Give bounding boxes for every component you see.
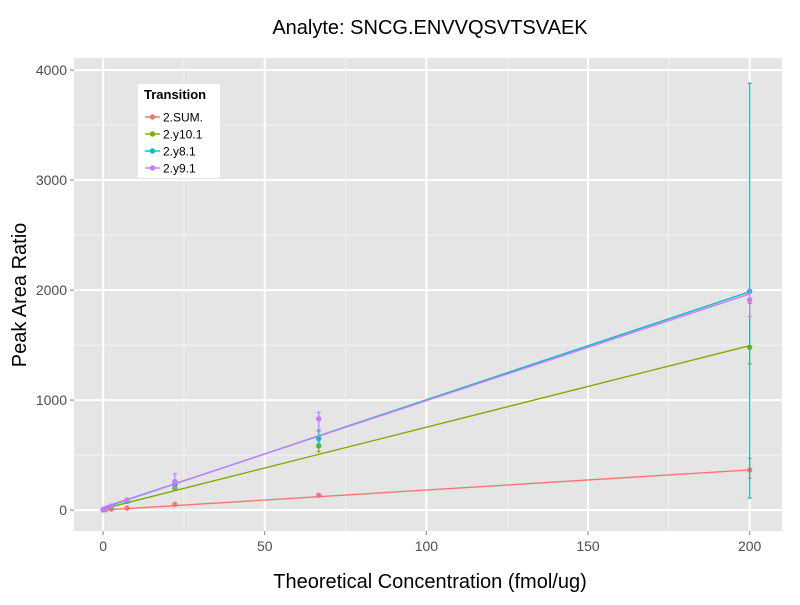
legend-label: 2.y10.1 xyxy=(163,128,203,142)
data-point xyxy=(108,503,114,509)
x-tick-label: 200 xyxy=(738,538,762,554)
legend-item: 2.y9.1 xyxy=(145,162,196,176)
data-point xyxy=(124,505,130,511)
series-layer xyxy=(100,82,753,513)
legend-item: 2.y8.1 xyxy=(145,145,196,159)
series-fit-line xyxy=(103,469,750,511)
x-tick-label: 50 xyxy=(257,538,273,554)
legend-key-point xyxy=(149,131,156,137)
data-point xyxy=(316,492,322,498)
chart-title: Analyte: SNCG.ENVVQSVTSVAEK xyxy=(272,17,588,39)
data-point xyxy=(746,297,753,303)
legend-key-point xyxy=(149,165,156,171)
legend-label: 2.SUM. xyxy=(163,111,203,125)
series-fit-line xyxy=(102,344,750,510)
legend-item: 2.y10.1 xyxy=(145,128,203,142)
data-point xyxy=(172,501,178,508)
legend-title: Transition xyxy=(144,87,206,102)
legend-key-point xyxy=(149,114,156,120)
x-tick-label: 100 xyxy=(415,538,439,554)
series-2-y9-1 xyxy=(100,289,753,513)
x-tick-label: 150 xyxy=(576,538,600,554)
data-point xyxy=(172,478,178,485)
y-tick-label: 1000 xyxy=(36,392,67,408)
x-axis-label: Theoretical Concentration (fmol/ug) xyxy=(273,571,586,593)
x-tick-label: 0 xyxy=(99,538,107,554)
data-point xyxy=(124,497,130,503)
legend-key-point xyxy=(149,148,156,154)
legend: Transition 2.SUM. 2.y10.1 2.y8.1 2.y9.1 xyxy=(138,84,220,178)
y-tick-label: 2000 xyxy=(36,282,67,298)
legend-item: 2.SUM. xyxy=(145,111,203,125)
legend-label: 2.y9.1 xyxy=(163,162,196,176)
y-tick-label: 4000 xyxy=(36,62,67,78)
y-tick-label: 3000 xyxy=(36,172,67,188)
legend-label: 2.y8.1 xyxy=(163,145,196,159)
series-fit-line xyxy=(102,293,750,509)
data-point xyxy=(316,416,322,422)
y-axis-label: Peak Area Ratio xyxy=(9,223,31,368)
legend-box xyxy=(138,84,220,178)
y-tick-label: 0 xyxy=(59,502,67,518)
data-point xyxy=(102,505,109,512)
